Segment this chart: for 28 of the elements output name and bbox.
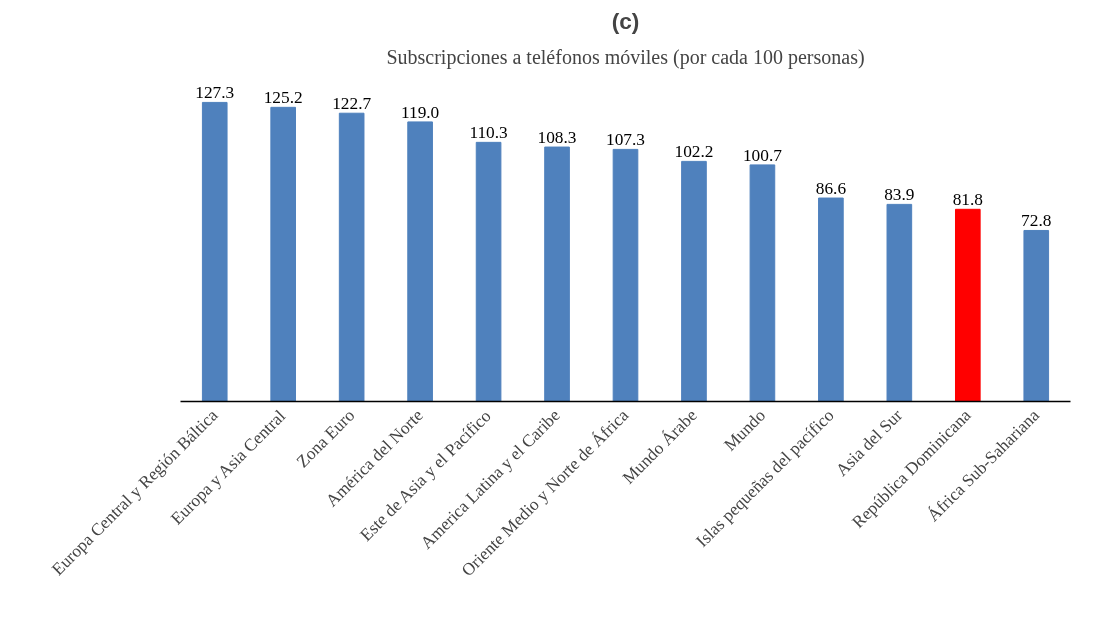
bar — [544, 146, 570, 402]
bar — [270, 106, 297, 402]
data-label: 86.6 — [815, 179, 847, 199]
data-label: 100.7 — [742, 145, 783, 165]
data-label: 81.8 — [952, 190, 983, 210]
data-label: 110.3 — [469, 123, 508, 143]
bar — [1023, 229, 1050, 402]
bar — [201, 101, 228, 402]
data-label: 72.8 — [1021, 211, 1052, 231]
bar — [612, 148, 639, 402]
data-label: 108.3 — [537, 128, 577, 148]
bar — [954, 208, 981, 402]
bar — [407, 121, 433, 402]
data-label: 125.2 — [263, 88, 303, 108]
data-label: 107.3 — [606, 130, 646, 150]
chart-subtitle: Subscripciones a teléfonos móviles (por cada 100 personas) — [386, 45, 865, 69]
chart-title: (c) — [611, 7, 640, 34]
data-label: 127.3 — [195, 83, 235, 103]
bar — [886, 203, 913, 402]
bar — [818, 197, 844, 402]
bar — [338, 112, 365, 402]
data-label: 83.9 — [884, 185, 915, 205]
data-label: 122.7 — [332, 94, 372, 114]
data-label: 119.0 — [400, 102, 440, 122]
bar — [749, 164, 776, 402]
data-label: 102.2 — [674, 142, 714, 162]
bar — [681, 160, 707, 402]
bar — [475, 141, 502, 402]
